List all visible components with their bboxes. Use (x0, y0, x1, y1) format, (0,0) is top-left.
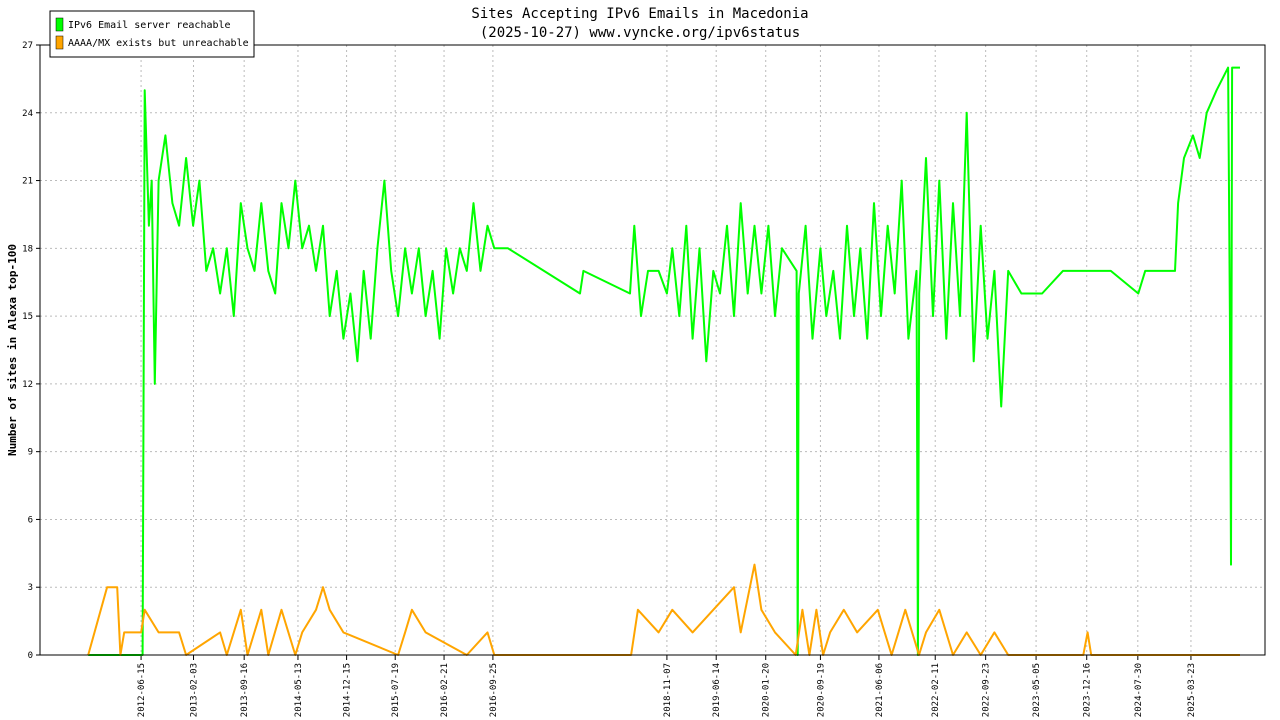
plot (87, 66, 1240, 656)
series-line (87, 563, 1240, 656)
y-tick-label: 0 (28, 651, 33, 661)
chart-title: Sites Accepting IPv6 Emails in Macedonia (471, 6, 808, 22)
x-tick-label: 2013-09-16 (240, 663, 250, 717)
y-tick-label: 24 (22, 109, 33, 119)
legend-swatch (55, 17, 64, 32)
legend-swatch (55, 35, 64, 50)
y-tick-label: 27 (22, 41, 33, 51)
x-tick-label: 2014-05-13 (294, 663, 304, 717)
legend-label: AAAA/MX exists but unreachable (68, 38, 249, 49)
y-tick-label: 18 (22, 244, 33, 254)
y-tick-label: 21 (22, 177, 33, 187)
legend-label: IPv6 Email server reachable (68, 20, 231, 31)
x-tick-label: 2014-12-15 (343, 663, 353, 717)
legend-box (49, 10, 255, 58)
x-tick-label: 2023-05-05 (1032, 663, 1042, 717)
x-tick-label: 2022-09-23 (982, 663, 992, 717)
x-tick-label: 2020-01-20 (762, 663, 772, 717)
x-tick-label: 2016-02-21 (440, 663, 450, 717)
y-axis-label: Number of sites in Alexa top-100 (6, 244, 19, 456)
x-tick-label: 2023-12-16 (1083, 663, 1093, 717)
x-tick-label: 2012-06-15 (137, 663, 147, 717)
chart-subtitle: (2025-10-27) www.vyncke.org/ipv6status (480, 25, 800, 41)
legend: IPv6 Email server reachable AAAA/MX exist… (49, 10, 255, 58)
x-tick-label: 2021-06-06 (875, 663, 885, 717)
series-line (88, 66, 1240, 656)
y-tick-label: 3 (28, 583, 33, 593)
x-tick-label: 2018-11-07 (663, 663, 673, 717)
y-tick-label: 9 (28, 448, 33, 458)
x-tick-label: 2022-02-11 (931, 663, 941, 717)
y-tick-label: 15 (22, 312, 33, 322)
x-tick-label: 2013-02-03 (190, 663, 200, 717)
plot-border (39, 44, 1266, 656)
y-tick-label: 12 (22, 380, 33, 390)
grid (36, 44, 1265, 660)
x-tick-label: 2024-07-30 (1134, 663, 1144, 717)
x-tick-label: 2019-06-14 (712, 663, 722, 717)
x-tick-label: 2025-03-23 (1187, 663, 1197, 717)
x-tick-label: 2015-07-19 (391, 663, 401, 717)
y-tick-label: 6 (28, 515, 33, 525)
x-tick-label: 2020-09-19 (816, 663, 826, 717)
x-tick-label: 2016-09-25 (489, 663, 499, 717)
